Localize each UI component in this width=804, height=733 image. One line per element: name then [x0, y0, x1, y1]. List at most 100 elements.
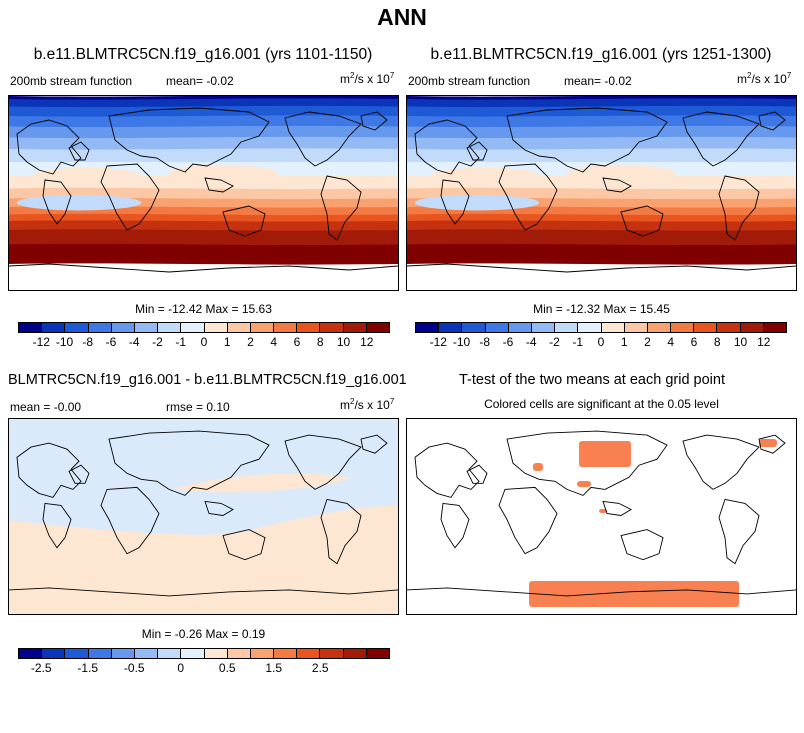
colorbar-swatch: [601, 323, 625, 332]
stream-function-band: [407, 229, 796, 247]
colorbar-label: 4: [667, 335, 675, 349]
panel4-subtitle: Colored cells are significant at the 0.0…: [484, 397, 719, 411]
colorbar-swatch: [19, 649, 43, 658]
colorbar-label: 2: [247, 335, 254, 349]
panel4-significance-map: [406, 418, 797, 615]
panel2-colorbar: [415, 322, 787, 333]
stream-function-band: [407, 96, 796, 101]
colorbar-label: -8: [82, 335, 94, 349]
panel4-title: T-test of the two means at each grid poi…: [459, 372, 725, 388]
panel3-units: m2/s x 107: [340, 397, 395, 413]
coastline: [320, 498, 362, 565]
colorbar-swatch: [181, 323, 205, 332]
coastline: [620, 529, 664, 561]
coastline: [602, 500, 632, 516]
colorbar-swatch: [19, 323, 43, 332]
stream-function-band: [407, 148, 796, 164]
panel2-units: m2/s x 107: [737, 71, 792, 87]
stream-function-band: [9, 229, 398, 247]
panel3-title: BLMTRC5CN.f19_g16.001 - b.e11.BLMTRC5CN.…: [8, 372, 407, 388]
stream-function-band: [9, 220, 398, 232]
panel3-min-max: Min = -0.26 Max = 0.19: [141, 627, 266, 641]
coastline: [360, 111, 388, 131]
colorbar-label: -1: [572, 335, 584, 349]
panel2-mean: mean= -0.02: [564, 74, 632, 88]
panel2-min-max: Min = -12.32 Max = 15.45: [533, 302, 670, 316]
colorbar-label: -12: [429, 335, 447, 349]
colorbar-swatch: [740, 323, 764, 332]
coastline: [320, 175, 362, 241]
colorbar-label: 8: [316, 335, 324, 349]
stream-function-band: [407, 243, 796, 265]
panel3-rmse: rmse = 0.10: [166, 400, 230, 414]
coastline: [108, 430, 270, 496]
colorbar-swatch: [343, 323, 367, 332]
coastline: [414, 119, 480, 175]
panel1-map-svg: [9, 96, 398, 273]
coastline: [68, 464, 90, 484]
colorbar-swatch: [366, 649, 389, 658]
stream-function-band: [407, 213, 796, 223]
colorbar-swatch: [671, 323, 695, 332]
colorbar-swatch: [508, 323, 532, 332]
colorbar-swatch: [555, 323, 579, 332]
panel2-title: b.e11.BLMTRC5CN.f19_g16.001 (yrs 1251-13…: [430, 46, 772, 63]
panel2-colorbar-labels: -12 -10 -8 -6 -4 -2 -1 0 1 2 4 6 8 10 12: [415, 335, 787, 349]
stream-function-band: [407, 125, 796, 140]
panel1-stream-function-map: [8, 95, 399, 291]
coastline: [498, 486, 558, 555]
colorbar-swatch: [88, 649, 112, 658]
stream-function-band: [9, 213, 398, 223]
coastline: [16, 119, 82, 175]
colorbar-swatch: [624, 323, 648, 332]
colorbar-swatch: [158, 649, 182, 658]
panel1-title: b.e11.BLMTRC5CN.f19_g16.001 (yrs 1101-11…: [33, 46, 373, 63]
colorbar-swatch: [250, 323, 275, 332]
colorbar-swatch: [111, 649, 135, 658]
panel3-colorbar: [18, 648, 390, 659]
positive-difference-region: [172, 473, 352, 493]
panel2-stream-function-map: [406, 95, 797, 291]
panel3-map-svg: [9, 419, 398, 614]
panel2-variable-label: 200mb stream function: [408, 74, 531, 88]
coastline: [407, 263, 796, 273]
panel3-mean: mean = -0.00: [10, 400, 82, 414]
stream-function-band: [9, 136, 398, 151]
colorbar-swatch: [439, 323, 463, 332]
main-title: ANN: [377, 4, 427, 30]
colorbar-swatch: [65, 323, 89, 332]
stream-function-band: [9, 115, 398, 129]
colorbar-swatch: [297, 649, 321, 658]
colorbar-label: -1.5: [77, 661, 99, 675]
stream-function-band: [9, 105, 398, 118]
positive-anomaly: [168, 164, 278, 183]
colorbar-swatch: [694, 323, 718, 332]
panel2-map-svg: [407, 96, 796, 273]
colorbar-label: -2: [152, 335, 163, 349]
coastline: [466, 464, 488, 484]
coastline: [718, 498, 760, 565]
colorbar-label: -2: [549, 335, 560, 349]
coastline: [506, 430, 668, 496]
colorbar-label: -4: [128, 335, 140, 349]
colorbar-label: 4: [270, 335, 278, 349]
coastline: [758, 434, 786, 454]
coastline: [100, 163, 160, 231]
positive-difference-region: [9, 504, 398, 614]
colorbar-swatch: [763, 323, 786, 332]
colorbar-label: 6: [690, 335, 698, 349]
significant-cells: [577, 481, 591, 487]
colorbar-label: -6: [105, 335, 117, 349]
significant-cells: [599, 509, 607, 513]
panel4-map-svg: [407, 430, 796, 607]
stream-function-band: [407, 105, 796, 118]
coastline: [42, 179, 72, 225]
colorbar-swatch: [320, 323, 344, 332]
panel1-min-max: Min = -12.42 Max = 15.63: [135, 302, 272, 316]
colorbar-swatch: [88, 323, 112, 332]
coastline: [100, 486, 160, 555]
colorbar-label: 6: [293, 335, 301, 349]
colorbar-label: 8: [713, 335, 721, 349]
colorbar-swatch: [416, 323, 440, 332]
colorbar-swatch: [320, 649, 344, 658]
